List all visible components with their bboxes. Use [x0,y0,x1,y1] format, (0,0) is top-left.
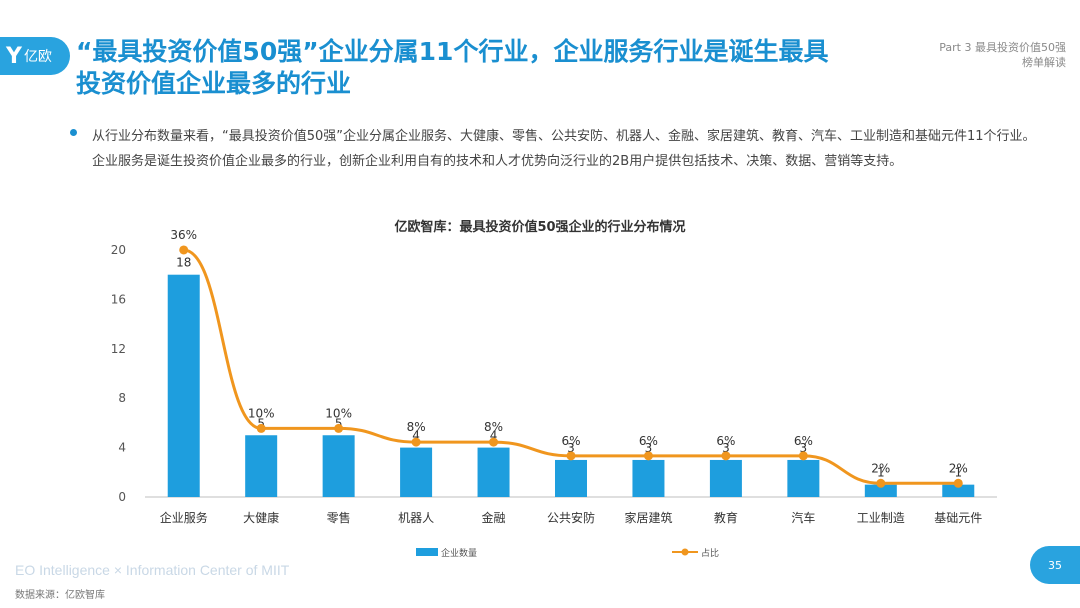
x-tick-label: 汽车 [791,510,815,525]
data-source: 数据来源：亿欧智库 [15,590,105,601]
logo-text: 亿欧 [23,49,52,65]
line-value-label: 10% [325,406,352,420]
line-marker [643,451,653,461]
y-tick-label: 20 [111,243,126,257]
bar-series [167,274,975,497]
line-value-label: 10% [248,406,275,420]
line-value-label: 36% [170,228,197,242]
legend-line-label: 占比 [701,547,719,559]
y-tick-label: 0 [118,490,126,504]
line-marker [489,437,499,447]
section-label: Part 3 最具投资价值50强 榜单解读 [866,40,1066,70]
line-value-label: 6% [639,434,658,448]
logo-mark-icon: Y [6,43,22,69]
line-marker [876,478,886,488]
bar [167,274,200,497]
bar [555,459,587,497]
description-text: 从行业分布数量来看，“最具投资价值50强”企业分属企业服务、大健康、零售、公共安… [92,129,1036,169]
bar-value-label: 1 [877,466,885,480]
brand-logo: Y 亿欧 [0,37,70,75]
line-value-label: 6% [716,434,735,448]
bar-value-label: 3 [722,441,730,455]
x-tick-label: 教育 [714,510,738,525]
line-series [179,245,963,488]
section-label-line1: Part 3 最具投资价值50强 [939,41,1066,54]
bar-value-label: 3 [800,441,808,455]
page-number: 35 [1030,546,1080,584]
line-value-labels: 36% 10% 10% 8% 8% 6% 6% 6% 6% 2% 2% [170,228,967,475]
y-tick-label: 16 [111,292,126,306]
line-marker [721,451,731,461]
y-axis: 0 4 8 12 16 20 [111,243,126,504]
x-tick-label: 大健康 [243,510,279,525]
bar [787,459,820,497]
legend: 企业数量 占比 [416,547,719,559]
x-tick-label: 企业服务 [160,510,208,525]
line-marker [334,423,344,433]
x-tick-label: 金融 [482,510,506,525]
bar [477,447,510,497]
bar [400,447,433,497]
x-tick-label: 机器人 [398,511,434,525]
line-marker [566,451,576,461]
line-value-label: 2% [949,461,968,475]
line-value-label: 6% [561,434,580,448]
legend-bar-swatch [416,548,438,556]
line-value-label: 8% [407,420,426,434]
line-value-label: 2% [871,461,890,475]
line-marker [411,437,421,447]
chart-title: 亿欧智库：最具投资价值50强企业的行业分布情况 [394,219,685,235]
bar-value-label: 1 [954,466,962,480]
y-tick-label: 12 [111,342,126,356]
x-tick-label: 工业制造 [857,511,905,525]
bar-value-label: 5 [257,416,265,430]
line-marker [256,423,266,433]
footer-english: EO Intelligence × Information Center of … [15,562,290,578]
bar-value-label: 3 [567,441,575,455]
bar-value-label: 18 [176,256,191,270]
x-tick-label: 家居建筑 [624,510,672,525]
bar [245,435,278,497]
bar [322,435,355,497]
x-tick-label: 公共安防 [547,510,595,525]
bar [709,459,742,497]
bar [864,484,897,497]
line-marker [179,245,189,255]
bullet-dot-icon [70,129,77,136]
bar-value-label: 5 [335,416,343,430]
page-title: “最具投资价值50强”企业分属11个行业，企业服务行业是诞生最具投资价值企业最多… [76,37,829,98]
bar-value-label: 3 [645,441,653,455]
bar [632,459,665,497]
line-marker [953,478,963,488]
legend-line-marker [681,548,689,556]
bar-value-label: 4 [490,429,498,443]
bar [942,484,975,497]
y-tick-label: 8 [118,391,126,405]
line-marker [798,451,808,461]
line-value-label: 6% [794,434,813,448]
section-label-line2: 榜单解读 [1022,56,1066,69]
line-path [183,248,959,485]
legend-bar-label: 企业数量 [441,547,477,559]
bar-value-label: 4 [412,429,420,443]
x-tick-label: 零售 [327,510,351,525]
y-tick-label: 4 [118,441,126,455]
line-value-label: 8% [484,420,503,434]
x-axis-labels: 企业服务 大健康 零售 机器人 金融 公共安防 家居建筑 教育 汽车 工业制造 基础元件 [160,510,983,525]
bar-value-labels: 18 5 5 4 4 3 3 3 3 1 1 [176,256,962,480]
x-tick-label: 基础元件 [934,511,982,525]
